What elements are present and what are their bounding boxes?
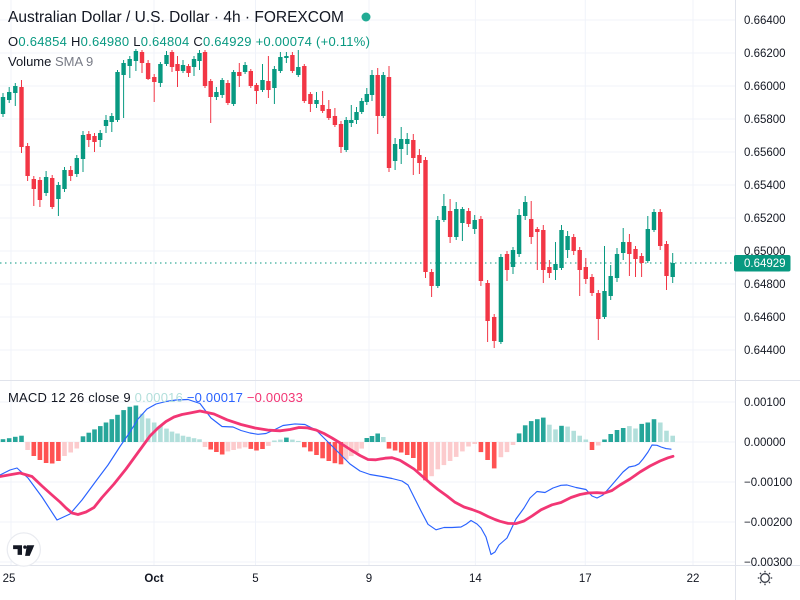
svg-text:MACD 12 26 close 9 0.00016 −0.: MACD 12 26 close 9 0.00016 −0.00017 −0.0…	[8, 390, 303, 405]
svg-text:25: 25	[3, 573, 16, 585]
svg-text:−0.00300: −0.00300	[744, 557, 792, 569]
svg-text:0.65200: 0.65200	[744, 213, 786, 225]
svg-text:0.64929: 0.64929	[744, 258, 786, 270]
svg-text:0.65600: 0.65600	[744, 147, 786, 159]
svg-text:Volume SMA 9: Volume SMA 9	[8, 54, 93, 69]
svg-text:O0.64854 H0.64980 L0.64804 C0.: O0.64854 H0.64980 L0.64804 C0.64929 +0.0…	[8, 34, 370, 49]
svg-text:22: 22	[687, 573, 700, 585]
svg-text:0.00100: 0.00100	[744, 397, 786, 409]
svg-text:14: 14	[469, 573, 482, 585]
svg-text:0.64400: 0.64400	[744, 345, 786, 357]
svg-text:Oct: Oct	[144, 573, 163, 585]
svg-text:0.00000: 0.00000	[744, 437, 786, 449]
svg-text:9: 9	[366, 573, 372, 585]
svg-text:0.64600: 0.64600	[744, 312, 786, 324]
svg-text:−0.00100: −0.00100	[744, 477, 792, 489]
svg-text:0.66200: 0.66200	[744, 48, 786, 60]
svg-text:Australian Dollar / U.S. Dolla: Australian Dollar / U.S. Dollar · 4h · F…	[8, 9, 344, 26]
svg-text:0.66000: 0.66000	[744, 81, 786, 93]
svg-text:0.65400: 0.65400	[744, 180, 786, 192]
svg-text:−0.00200: −0.00200	[744, 517, 792, 529]
svg-text:0.66400: 0.66400	[744, 15, 786, 27]
svg-text:5: 5	[252, 573, 258, 585]
svg-text:0.64800: 0.64800	[744, 279, 786, 291]
svg-text:17: 17	[579, 573, 592, 585]
svg-text:0.65800: 0.65800	[744, 114, 786, 126]
